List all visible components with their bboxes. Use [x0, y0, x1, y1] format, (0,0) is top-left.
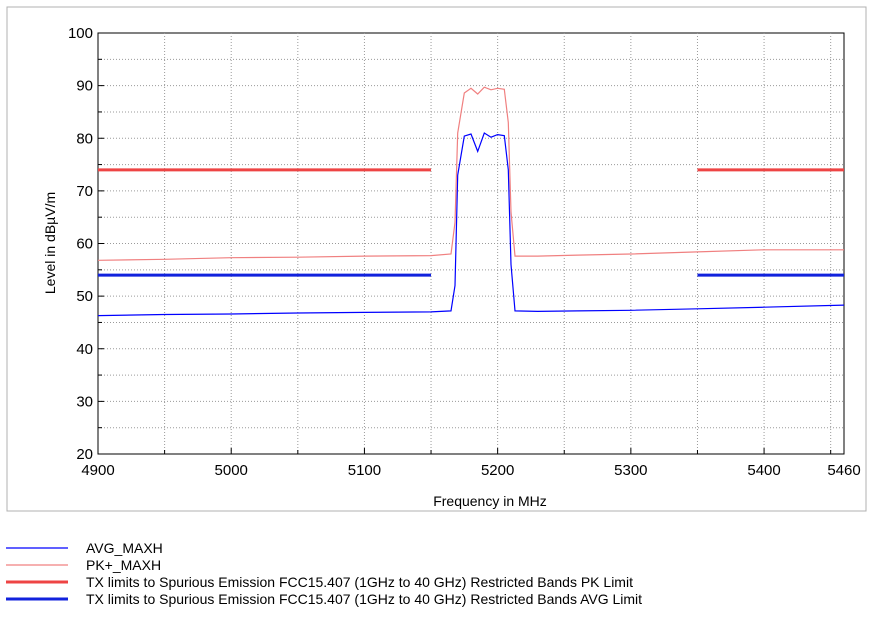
y-tick-label: 90: [76, 78, 93, 95]
series-line-avg-maxh: [97, 132, 845, 317]
grid: [98, 33, 844, 454]
x-tick-label: 5460: [827, 462, 860, 479]
ticks: [97, 32, 845, 455]
y-tick-label: 50: [76, 288, 93, 305]
series-line-pk-maxh: [97, 86, 844, 261]
x-tick-label: 5400: [747, 462, 780, 479]
y-tick-label: 20: [76, 446, 93, 463]
x-tick-label: 4900: [81, 462, 114, 479]
y-tick-label: 40: [76, 341, 93, 358]
x-tick-label: 5300: [614, 462, 647, 479]
y-tick-label: 80: [76, 130, 93, 147]
x-axis-title: Frequency in MHz: [433, 493, 547, 509]
legend-entry: TX limits to Spurious Emission FCC15.407…: [86, 591, 642, 607]
x-tick-label: 5000: [215, 462, 248, 479]
y-tick-label: 70: [76, 183, 93, 200]
y-tick-label: 30: [76, 393, 93, 410]
series-layer: [97, 86, 845, 317]
tick-labels: 4900 5000 5100 5200 5300 5400 5460 20 30 40 50 60 70…: [68, 25, 861, 479]
x-tick-label: 5100: [348, 462, 381, 479]
y-tick-label: 100: [68, 25, 93, 42]
y-tick-label: 60: [76, 236, 93, 253]
x-tick-label: 5200: [481, 462, 514, 479]
y-axis-title: Level in dBµV/m: [42, 192, 58, 294]
legend-entry: AVG_MAXH: [86, 540, 163, 556]
legend-entry: PK+_MAXH: [86, 557, 161, 573]
legend-entry: TX limits to Spurious Emission FCC15.407…: [86, 574, 633, 590]
